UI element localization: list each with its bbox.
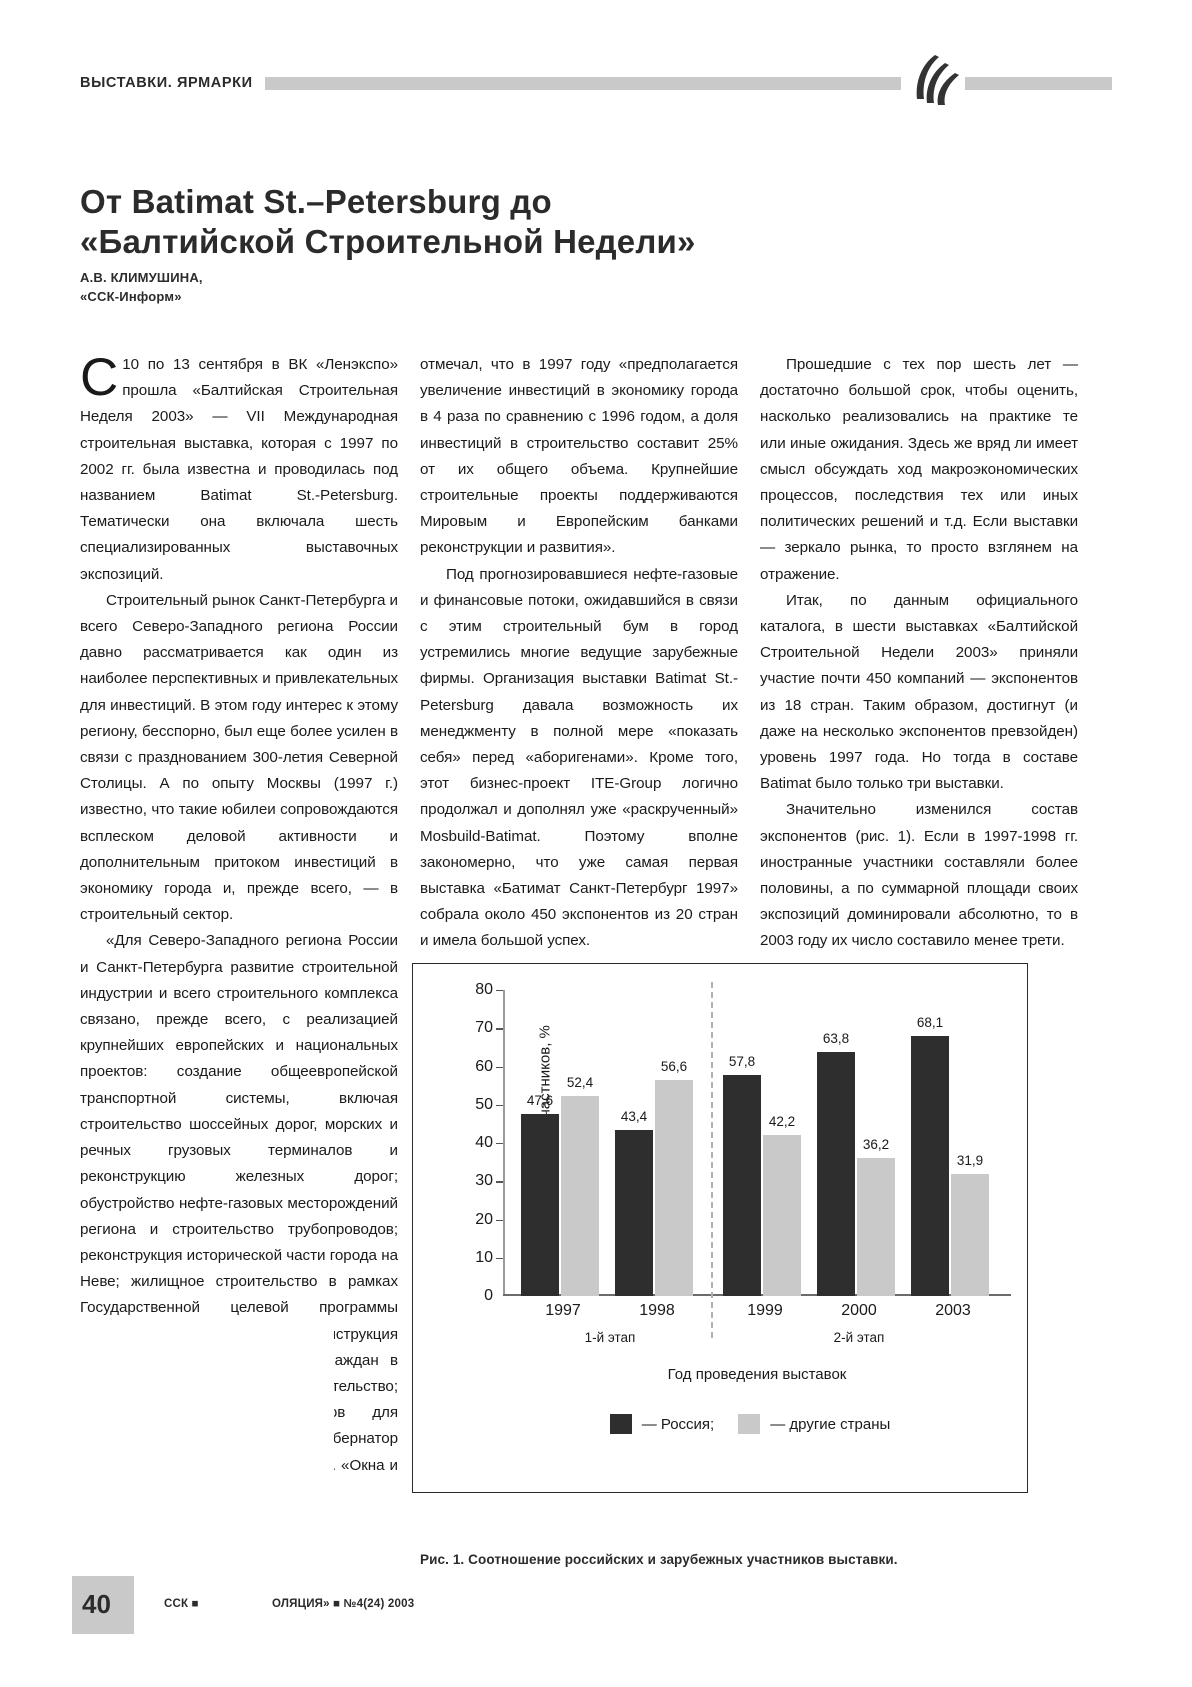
x-tick-label: 1997 bbox=[545, 1302, 581, 1319]
paragraph-intro-text: 10 по 13 сентября в ВК «Ленэкспо» прошла… bbox=[80, 356, 398, 583]
occlusion-overlay bbox=[72, 1325, 334, 1535]
y-tick-label: 0 bbox=[484, 1287, 493, 1304]
bar-2000-russia: 63,8 bbox=[817, 1031, 855, 1296]
rubric-label: ВЫСТАВКИ. ЯРМАРКИ bbox=[80, 70, 265, 96]
author-affiliation: «ССК-Информ» bbox=[80, 289, 182, 304]
bar-value-label: 52,4 bbox=[566, 1074, 594, 1090]
bar-value-label: 57,8 bbox=[728, 1053, 756, 1069]
x-tick-label: 1999 bbox=[747, 1302, 783, 1319]
x-tick-label: 1998 bbox=[639, 1302, 675, 1319]
x-tick-label: 2003 bbox=[935, 1302, 971, 1319]
figure-panel: Доля участников, % 0 10 20 30 40 50 60 70 80 47,… bbox=[412, 963, 1028, 1493]
bar-value-label: 63,8 bbox=[822, 1030, 850, 1046]
y-tick-mark bbox=[496, 990, 503, 992]
text-column-3: Прошедшие с тех пор шесть лет — достаточ… bbox=[760, 352, 1078, 955]
bar-value-label: 47,6 bbox=[526, 1092, 554, 1108]
y-tick-mark bbox=[496, 1181, 503, 1183]
running-head: ВЫСТАВКИ. ЯРМАРКИ bbox=[80, 49, 1112, 109]
y-tick-label: 20 bbox=[475, 1210, 493, 1228]
bar-1999-other: 42,2 bbox=[763, 1114, 801, 1296]
figure-caption: Рис. 1. Соотношение российских и зарубеж… bbox=[420, 1552, 898, 1567]
paragraph: Строительный рынок Санкт-Петербурга и вс… bbox=[80, 591, 398, 924]
x-tick-label: 2000 bbox=[841, 1302, 877, 1319]
drop-cap: С bbox=[80, 348, 119, 407]
y-tick-label: 10 bbox=[475, 1248, 493, 1266]
swoosh-logo-icon bbox=[901, 49, 965, 109]
byline: А.В. КЛИМУШИНА, «ССК-Информ» bbox=[80, 268, 500, 306]
bar-2000-other: 36,2 bbox=[857, 1137, 895, 1296]
author-name: А.В. КЛИМУШИНА, bbox=[80, 270, 203, 285]
bar-1997-other: 52,4 bbox=[561, 1075, 599, 1296]
y-tick-mark bbox=[496, 1143, 503, 1145]
y-tick-mark bbox=[496, 1219, 503, 1221]
paragraph: отмечал, что в 1997 году «предполагается… bbox=[420, 356, 738, 557]
legend-swatch-other bbox=[738, 1414, 761, 1434]
bar-2003-other: 31,9 bbox=[951, 1153, 989, 1296]
legend-label-other: — другие страны bbox=[770, 1415, 891, 1433]
paragraph: Значительно изменился состав экспонентов… bbox=[760, 801, 1078, 950]
bar-value-label: 31,9 bbox=[956, 1152, 984, 1168]
page-footer: 40 ССК ■ ОЛЯЦИЯ» ■ №4(24) 2003 bbox=[72, 1576, 1112, 1636]
bar-1997-russia: 47,6 bbox=[521, 1093, 559, 1296]
bar-value-label: 36,2 bbox=[862, 1136, 890, 1152]
title-line-1: От Batimat St.–Petersburg до bbox=[80, 183, 552, 221]
y-tick-label: 60 bbox=[475, 1057, 493, 1075]
paragraph: Прошедшие с тех пор шесть лет — достаточ… bbox=[760, 356, 1078, 583]
x-axis-label: Год проведения выставок bbox=[667, 1366, 847, 1383]
paragraph: Под прогнозировавшиеся нефте-газовые и ф… bbox=[420, 565, 738, 950]
bar-value-label: 42,2 bbox=[768, 1113, 796, 1129]
y-tick-label: 50 bbox=[475, 1095, 493, 1113]
paragraph-intro: С 10 по 13 сентября в ВК «Ленэкспо» прошл… bbox=[80, 348, 398, 588]
bar-chart: Доля участников, % 0 10 20 30 40 50 60 70 80 47,… bbox=[475, 982, 1011, 1434]
footer-imprint: ССК ■ bbox=[164, 1598, 199, 1610]
bar-value-label: 68,1 bbox=[916, 1014, 944, 1030]
y-tick-mark bbox=[496, 1066, 503, 1068]
bar-value-label: 56,6 bbox=[660, 1058, 688, 1074]
bar-1999-russia: 57,8 bbox=[723, 1054, 761, 1296]
paragraph: Итак, по данным официального каталога, в… bbox=[760, 591, 1078, 793]
y-tick-label: 70 bbox=[475, 1019, 493, 1037]
y-tick-mark bbox=[496, 1257, 503, 1260]
title-line-2: «Балтийской Строительной Недели» bbox=[80, 223, 696, 261]
stage-divider bbox=[711, 982, 713, 1338]
header-rule bbox=[80, 77, 1112, 90]
page-title: От Batimat St.–Petersburg до «Балтийской… bbox=[80, 182, 980, 262]
y-tick-label: 40 bbox=[475, 1134, 493, 1151]
text-column-2: отмечал, что в 1997 году «предполагается… bbox=[420, 352, 738, 955]
stage-label: 2-й этап bbox=[833, 1330, 885, 1345]
legend-label-russia: — Россия; bbox=[641, 1415, 715, 1433]
chart-legend: — Россия; — другие страны bbox=[503, 1414, 1011, 1434]
stage-label: 1-й этап bbox=[584, 1330, 636, 1345]
bar-1998-russia: 43,4 bbox=[615, 1109, 653, 1296]
bar-2003-russia: 68,1 bbox=[911, 1015, 949, 1296]
y-tick-mark bbox=[496, 1028, 503, 1030]
y-axis-spine bbox=[503, 990, 505, 1296]
page-number-box bbox=[72, 1576, 134, 1634]
page-number: 40 bbox=[82, 1589, 111, 1619]
y-tick-label: 80 bbox=[475, 981, 493, 998]
footer-journal: ОЛЯЦИЯ» ■ №4(24) 2003 bbox=[272, 1598, 415, 1610]
bar-1998-other: 56,6 bbox=[655, 1059, 693, 1296]
bar-value-label: 43,4 bbox=[620, 1109, 648, 1124]
legend-swatch-russia bbox=[609, 1414, 632, 1434]
y-tick-mark bbox=[496, 1104, 503, 1107]
y-tick-label: 30 bbox=[475, 1172, 493, 1190]
